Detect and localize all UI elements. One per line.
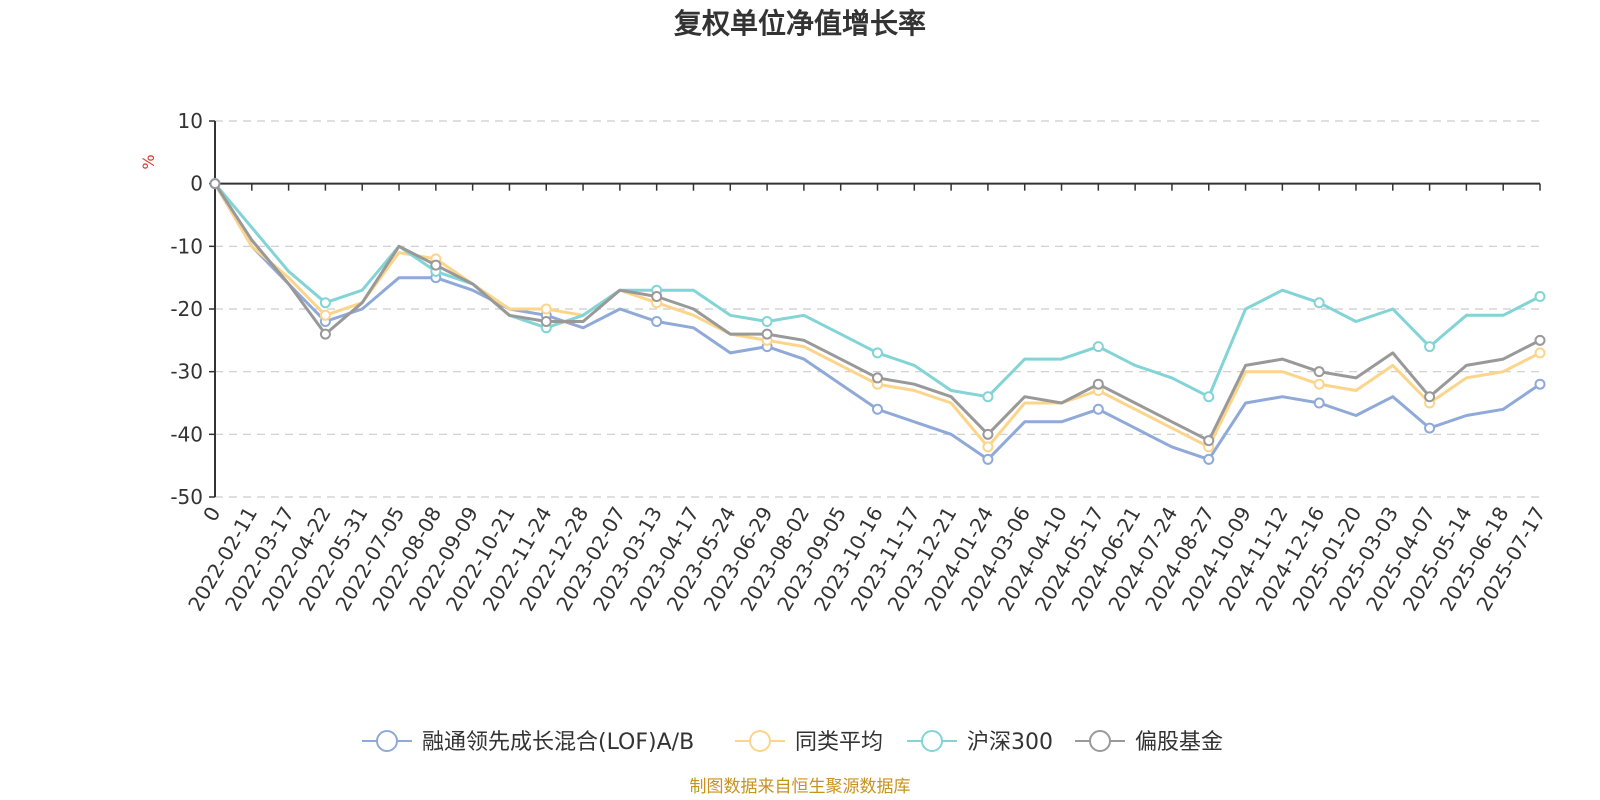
series-0-point-27 (1203, 453, 1215, 465)
y-tick-label-6: -50 (170, 485, 203, 509)
series-2-point-36 (1534, 290, 1546, 302)
series-2-point-15 (761, 316, 773, 328)
series-0-point-18 (872, 403, 883, 415)
series-0-point-12 (651, 316, 663, 328)
legend-marker-1 (749, 730, 771, 752)
series-2-point-33 (1424, 341, 1436, 353)
y-tick-label-4: -30 (170, 360, 203, 384)
legend-label-3: 偏股基金 (1135, 730, 1223, 755)
legend-marker-3 (1089, 730, 1111, 752)
y-axis: 10 0 -10 -20 -30 -40 -50 (170, 109, 216, 509)
y-axis-unit: % (139, 154, 158, 169)
series-3-point-18 (872, 372, 883, 384)
series-0-point-21 (982, 453, 994, 465)
series-2-point-3 (319, 297, 331, 309)
y-tick-label-0: 10 (178, 109, 203, 133)
series-3-point-36 (1534, 334, 1546, 346)
series-3-point-30 (1313, 366, 1325, 378)
series-3-point-27 (1203, 435, 1215, 447)
gridlines (215, 120, 1540, 498)
series-2-point-21 (982, 391, 994, 403)
series-line-3 (213, 182, 1541, 443)
series-2-point-18 (872, 347, 883, 359)
plot-area (209, 178, 1546, 465)
series-1-point-3 (319, 309, 331, 321)
series-line-0 (213, 182, 1541, 461)
series-3-point-15 (761, 328, 773, 340)
y-tick-label-5: -40 (170, 422, 203, 446)
chart-title: 复权单位净值增长率 (674, 7, 926, 40)
legend-label-1: 同类平均 (795, 730, 883, 755)
series-3-point-21 (982, 428, 994, 440)
series-2-point-27 (1203, 391, 1215, 403)
series-3-point-3 (319, 328, 331, 340)
series-1-point-9 (540, 303, 552, 315)
series-0-point-33 (1424, 422, 1436, 434)
series-3-point-0 (209, 178, 221, 190)
legend-marker-2 (921, 730, 943, 752)
legend: 融通领先成长混合(LOF)A/B 同类平均 沪深300 偏股基金 (362, 730, 1223, 755)
y-tick-label-3: -20 (170, 297, 203, 321)
x-axis: 02022-02-112022-03-172022-04-222022-05-3… (183, 182, 1550, 615)
y-tick-label-2: -10 (170, 234, 203, 258)
y-tick-label-1: 0 (190, 172, 203, 196)
legend-label-0: 融通领先成长混合(LOF)A/B (422, 730, 694, 755)
data-source-note: 制图数据来自恒生聚源数据库 (690, 777, 911, 797)
series-1-point-21 (982, 441, 994, 453)
series-2-point-24 (1092, 341, 1104, 353)
series-1-point-36 (1534, 347, 1546, 359)
legend-marker-0 (376, 730, 398, 752)
series-3-point-24 (1092, 378, 1104, 390)
series-3-point-9 (540, 316, 552, 328)
series-3-point-12 (651, 290, 663, 302)
series-3-point-6 (430, 259, 442, 271)
series-0-point-30 (1313, 397, 1325, 409)
x-tick-label-0: 0 (198, 503, 225, 526)
legend-label-2: 沪深300 (967, 730, 1053, 755)
series-1-point-30 (1313, 378, 1325, 390)
series-2-point-30 (1313, 297, 1325, 309)
series-0-point-24 (1092, 403, 1104, 415)
series-0-point-36 (1534, 378, 1546, 390)
series-line-2 (213, 182, 1541, 399)
series-3-point-33 (1424, 391, 1436, 403)
